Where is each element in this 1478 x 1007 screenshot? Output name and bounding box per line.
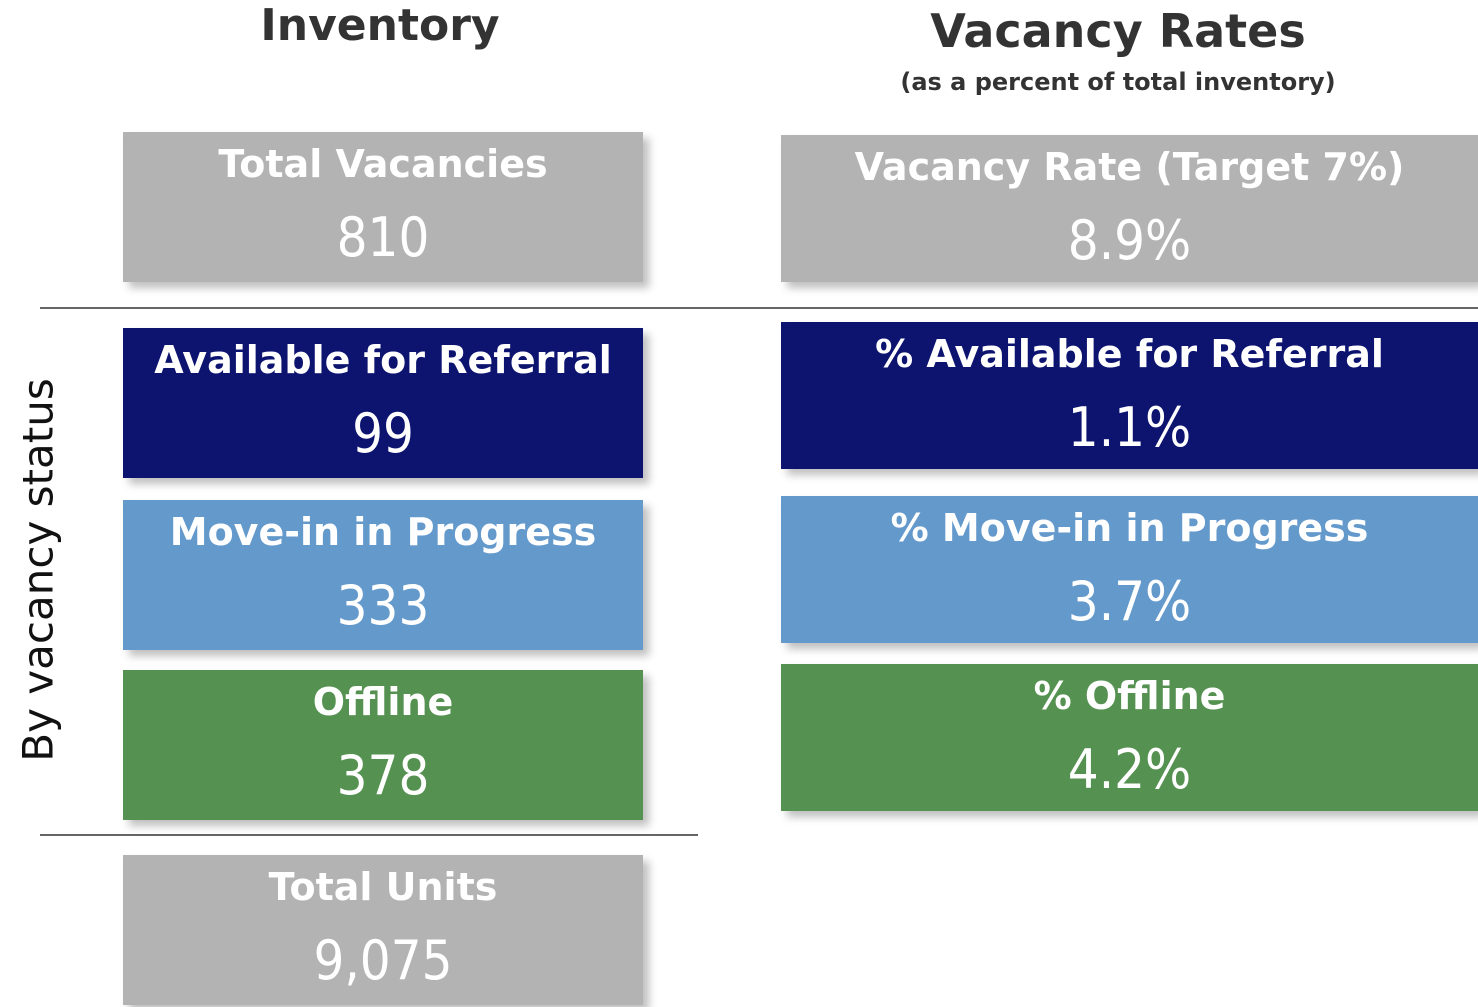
kpi-label: Offline: [312, 680, 454, 724]
rates-header: Vacancy Rates: [930, 4, 1306, 58]
kpi-card: Move-in in Progress 333: [123, 500, 643, 650]
rates-subtitle: (as a percent of total inventory): [900, 68, 1336, 96]
kpi-value: 810: [336, 206, 430, 269]
kpi-label: Total Vacancies: [218, 142, 548, 186]
kpi-card: Offline 378: [123, 670, 643, 820]
kpi-label: % Move-in in Progress: [890, 506, 1369, 550]
kpi-label: Available for Referral: [154, 338, 612, 382]
kpi-label: % Offline: [1033, 674, 1226, 718]
kpi-value: 8.9%: [1067, 209, 1192, 272]
kpi-card: Total Units 9,075: [123, 855, 643, 1005]
kpi-card: Available for Referral 99: [123, 328, 643, 478]
kpi-label: Vacancy Rate (Target 7%): [854, 145, 1405, 189]
kpi-value: 4.2%: [1067, 738, 1192, 801]
kpi-card: Vacancy Rate (Target 7%) 8.9%: [781, 135, 1478, 282]
kpi-label: Total Units: [268, 865, 498, 909]
kpi-value: 9,075: [313, 929, 453, 992]
divider: [40, 307, 1478, 309]
kpi-value: 333: [336, 574, 430, 637]
divider: [40, 834, 698, 836]
kpi-value: 1.1%: [1067, 396, 1192, 459]
kpi-card: % Offline 4.2%: [781, 664, 1478, 811]
inventory-header: Inventory: [260, 0, 500, 51]
kpi-label: Move-in in Progress: [169, 510, 597, 554]
kpi-card: % Move-in in Progress 3.7%: [781, 496, 1478, 643]
side-label: By vacancy status: [13, 378, 63, 762]
kpi-value: 3.7%: [1067, 570, 1192, 633]
kpi-card: % Available for Referral 1.1%: [781, 322, 1478, 469]
kpi-value: 378: [336, 744, 430, 807]
kpi-value: 99: [352, 402, 414, 465]
kpi-label: % Available for Referral: [875, 332, 1384, 376]
kpi-card: Total Vacancies 810: [123, 132, 643, 282]
